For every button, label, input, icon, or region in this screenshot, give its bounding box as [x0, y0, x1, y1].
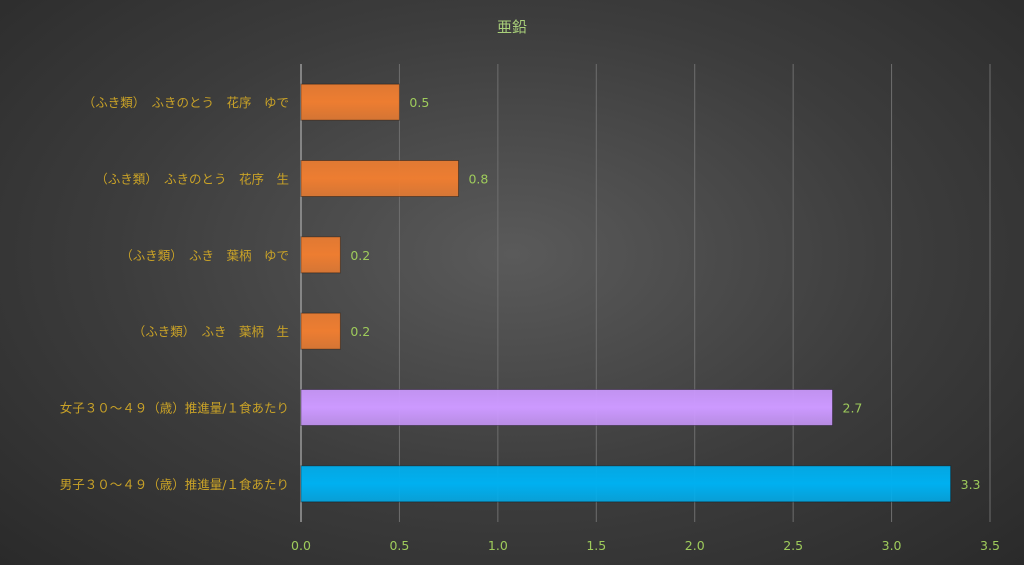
data-label: 0.8	[468, 172, 488, 187]
bar	[300, 83, 400, 121]
bar	[300, 236, 341, 274]
category-label: 男子３０～４９（歳）推進量/１食あたり	[60, 477, 289, 492]
x-tick-label: 1.5	[586, 538, 606, 553]
bar	[300, 389, 834, 426]
x-tick-label: 2.5	[783, 538, 803, 553]
x-tick-label: 0.0	[291, 538, 311, 553]
category-label: （ふき類） ふき 葉柄 生	[133, 324, 289, 339]
chart-title: 亜鉛	[497, 18, 527, 36]
x-tick-label: 3.0	[882, 538, 902, 553]
category-label: 女子３０～４９（歳）推進量/１食あたり	[60, 401, 289, 416]
bar	[300, 312, 341, 350]
bar	[300, 160, 459, 197]
data-labels: 0.5 0.8 0.2 0.2 2.7 3.3	[350, 95, 980, 492]
x-axis-ticks: 0.0 0.5 1.0 1.5 2.0 2.5 3.0 3.5	[291, 538, 1000, 553]
category-label: （ふき類） ふきのとう 花序 生	[95, 172, 289, 187]
data-label: 0.2	[350, 324, 370, 339]
x-tick-label: 0.5	[389, 538, 409, 553]
x-tick-label: 3.5	[980, 538, 1000, 553]
category-label: （ふき類） ふきのとう 花序 ゆで	[83, 95, 289, 110]
data-label: 0.2	[350, 248, 370, 263]
bar	[300, 465, 952, 503]
category-label: （ふき類） ふき 葉柄 ゆで	[120, 248, 289, 263]
x-tick-label: 2.0	[685, 538, 705, 553]
data-label: 3.3	[961, 477, 981, 492]
data-label: 0.5	[409, 95, 429, 110]
data-label: 2.7	[843, 401, 863, 416]
gridlines	[300, 64, 991, 522]
category-labels: （ふき類） ふきのとう 花序 ゆで （ふき類） ふきのとう 花序 生 （ふき類） ふ…	[60, 95, 289, 492]
x-tick-label: 1.0	[488, 538, 508, 553]
bars	[300, 83, 952, 503]
